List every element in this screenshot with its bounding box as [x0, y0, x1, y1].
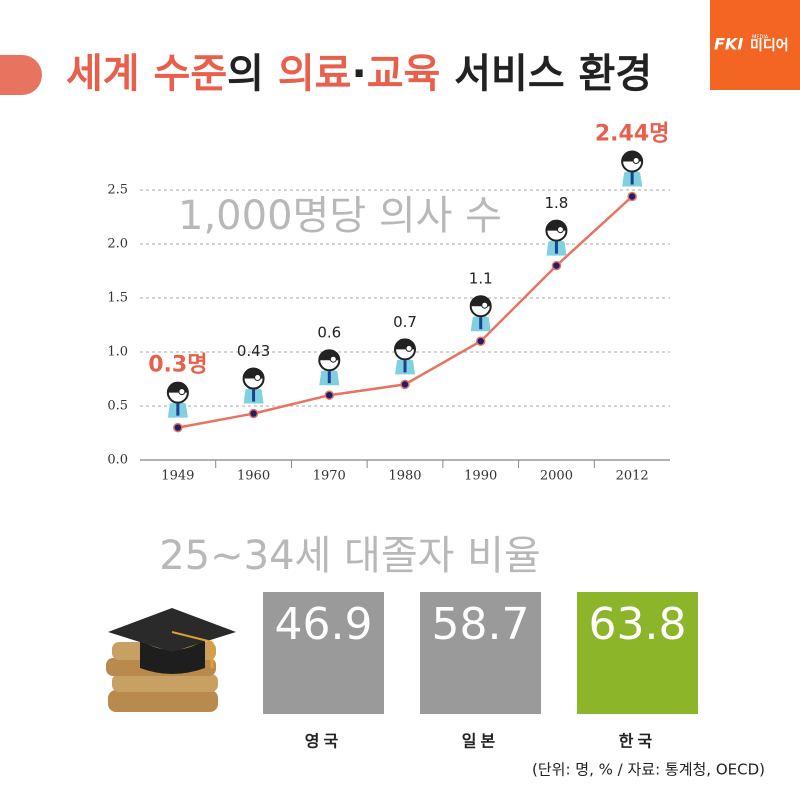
data-point: [248, 408, 259, 419]
value-label: 46.9: [275, 599, 373, 650]
value-tile: [420, 592, 541, 714]
icon-mirror: [556, 226, 564, 234]
icon-mirror: [178, 388, 186, 396]
chart-subtitle: 1,000명당 의사 수: [178, 193, 502, 239]
title-part: 세계 수준: [66, 51, 227, 97]
y-tick-label: 0.0: [107, 453, 128, 468]
icon-mirror: [481, 301, 489, 309]
value-label: 2.44명: [595, 121, 670, 146]
icon-mirror: [329, 355, 337, 363]
data-point: [551, 260, 562, 271]
x-tick-label: 2012: [616, 469, 649, 484]
tiles-chart: 25~34세 대졸자 비율 46.9 영국 58.7 일본 63.8 한국: [106, 533, 698, 751]
title-part: 의료: [278, 51, 352, 97]
logo-sub: MEDIA: [752, 35, 769, 41]
category-label: 일본: [462, 732, 499, 751]
category-label: 영국: [305, 732, 342, 751]
data-point: [324, 390, 335, 400]
value-label: 1.1: [469, 270, 493, 288]
x-tick-label: 1949: [161, 469, 194, 484]
y-tick-label: 0.5: [107, 399, 128, 414]
y-tick-label: 2.5: [107, 183, 128, 198]
value-label: 0.7: [393, 313, 417, 331]
doctor-icon: [394, 338, 416, 375]
category-label: 한국: [619, 732, 656, 751]
icon-mirror: [632, 156, 640, 164]
logo-brand: FKI: [714, 35, 743, 54]
doctor-icon: [469, 295, 492, 332]
graduation-icon: [106, 608, 236, 712]
data-point: [627, 191, 637, 202]
x-tick-label: 1970: [313, 469, 346, 484]
title-part: 의: [227, 51, 278, 97]
y-tick-label: 2.0: [107, 237, 128, 252]
title-part: 서비스 환경: [440, 51, 652, 97]
value-label: 0.6: [317, 324, 341, 342]
icon-mirror: [254, 374, 262, 382]
title-marker: [0, 55, 42, 95]
value-tile: [577, 592, 698, 714]
title-part: 교육: [367, 51, 441, 97]
logo-name: 미디어: [750, 37, 789, 54]
x-tick-label: 1980: [388, 469, 421, 484]
x-tick-label: 1990: [464, 469, 497, 484]
doctor-icon: [242, 367, 265, 404]
doctor-icon: [166, 381, 189, 418]
source-note: (단위: 명, % / 자료: 통계청, OECD): [532, 761, 765, 779]
page-title: 세계 수준의 의료·교육 서비스 환경: [66, 51, 652, 97]
doctor-icon: [621, 150, 644, 187]
value-tile: [263, 592, 384, 714]
x-tick-label: 2000: [540, 469, 573, 484]
value-label: 0.43: [237, 342, 270, 360]
doctor-icon: [545, 219, 568, 256]
data-point: [173, 422, 183, 433]
y-tick-label: 1.0: [107, 345, 128, 360]
chart-subtitle: 25~34세 대졸자 비율: [159, 533, 541, 579]
y-tick-label: 1.5: [107, 291, 128, 306]
value-label: 63.8: [589, 599, 687, 650]
x-tick-label: 1960: [237, 469, 270, 484]
doctor-icon: [318, 349, 341, 386]
data-point: [475, 336, 486, 346]
data-point: [400, 379, 410, 390]
value-label: 1.8: [544, 194, 568, 212]
title-part: ·: [351, 51, 366, 97]
icon-mirror: [405, 344, 413, 352]
value-label: 58.7: [432, 599, 530, 650]
line-chart: 1,000명당 의사 수 0.0 0.5 1.0 1.5 2.0 2.5 1949 1960 19…: [107, 121, 670, 484]
logo-box: [710, 0, 800, 90]
value-label: 0.3명: [148, 353, 207, 378]
